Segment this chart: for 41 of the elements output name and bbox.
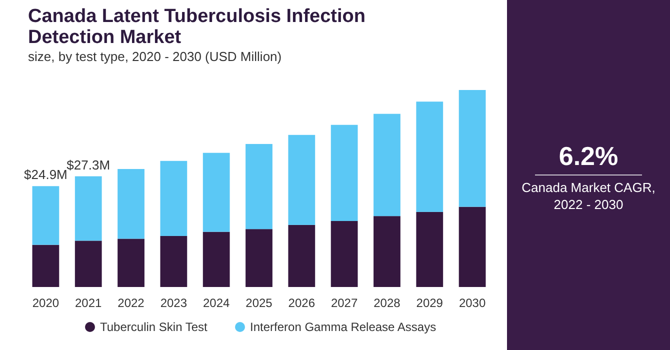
bar <box>246 144 272 230</box>
chart-subtitle: size, by test type, 2020 - 2030 (USD Million) <box>28 49 282 64</box>
bar <box>288 134 316 225</box>
bar <box>416 102 444 212</box>
annotation: $27.3M <box>66 157 110 172</box>
bar <box>32 244 60 287</box>
text: 6.2% <box>558 141 618 171</box>
annotation: $24.9M <box>24 167 68 182</box>
bar <box>74 176 102 241</box>
bar <box>330 124 358 222</box>
x-tick-label: 2024 <box>202 296 230 310</box>
bar <box>288 224 316 287</box>
x-tick-label: 2021 <box>75 296 102 310</box>
bar <box>160 160 188 236</box>
text: Canada Market CAGR, 2022 - 2030 <box>522 180 656 212</box>
x-tick-label: 2022 <box>118 296 145 310</box>
bar <box>202 152 230 232</box>
x-tick-label: 2029 <box>416 296 444 310</box>
x-tick-label: 2030 <box>458 296 486 310</box>
bar <box>74 240 102 287</box>
x-tick-label: 2025 <box>246 296 273 310</box>
bar <box>374 114 400 216</box>
bar <box>416 212 444 287</box>
x-tick-label: 2028 <box>374 296 401 310</box>
x-tick-label: 2026 <box>288 296 316 310</box>
bar <box>374 216 400 287</box>
bar <box>246 229 272 287</box>
x-tick-label: 2023 <box>160 296 188 310</box>
chart-title: Canada Latent Tuberculosis Infection Detection Market <box>28 6 366 48</box>
bar <box>160 236 188 287</box>
x-tick-label: 2020 <box>32 296 60 310</box>
bar <box>458 206 486 287</box>
bar <box>330 221 358 287</box>
bar <box>118 238 144 287</box>
bar <box>32 186 60 245</box>
bar <box>202 232 230 287</box>
legend-label: Tuberculin Skin Test <box>100 320 208 334</box>
bar <box>458 90 486 207</box>
x-tick-label: 2027 <box>330 296 358 310</box>
bar <box>118 168 144 239</box>
legend-label: Interferon Gamma Release Assays <box>250 320 436 334</box>
